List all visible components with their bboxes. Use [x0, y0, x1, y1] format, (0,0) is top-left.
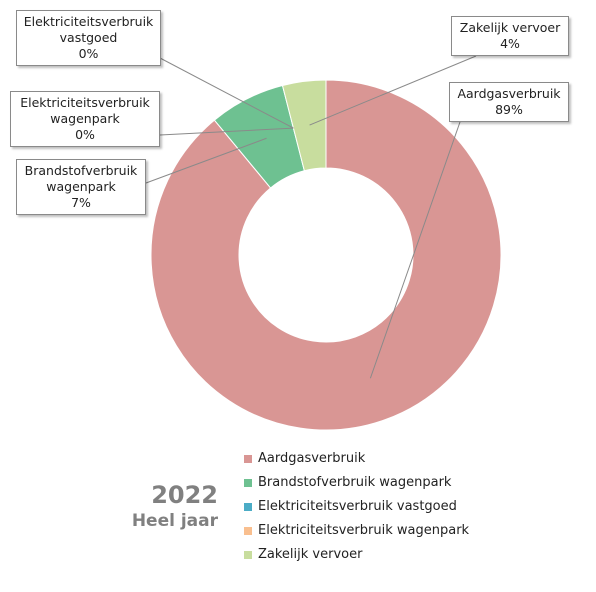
legend-swatch: [244, 479, 252, 487]
leader-line-zakelijk-vervoer: [309, 55, 477, 126]
callout-line: Elektriciteitsverbruik: [23, 14, 154, 29]
legend-label: Aardgasverbruik: [258, 451, 366, 466]
leader-line-elektriciteitsverbruik-wagenpark: [159, 127, 294, 136]
callout-line: wagenpark: [46, 179, 116, 194]
callout-line: Elektriciteitsverbruik: [20, 95, 150, 110]
callout-value: 89%: [495, 102, 523, 117]
legend-label: Elektriciteitsverbruik vastgoed: [258, 499, 457, 514]
donut-slices: [150, 79, 502, 431]
callout-aardgas: Aardgasverbruik 89%: [449, 82, 569, 122]
legend-label: Brandstofverbruik wagenpark: [258, 475, 452, 490]
legend-swatch: [244, 551, 252, 559]
callout-elektriciteit-wagenpark: Elektriciteitsverbruik wagenpark 0%: [10, 91, 160, 147]
legend-swatch: [244, 503, 252, 511]
callout-leader-lines: [145, 55, 477, 379]
callout-zakelijk-vervoer: Zakelijk vervoer 4%: [451, 16, 569, 56]
callout-line: Zakelijk vervoer: [459, 20, 561, 35]
callout-value: 0%: [75, 127, 95, 142]
callout-line: Brandstofverbruik: [24, 163, 138, 178]
callout-brandstof-wagenpark: Brandstofverbruik wagenpark 7%: [16, 159, 146, 215]
period-text: Heel jaar: [131, 511, 218, 531]
leader-line-elektriciteitsverbruik-vastgoed: [159, 57, 294, 129]
leader-line-brandstofverbruik-wagenpark: [145, 137, 267, 184]
callout-line: Aardgasverbruik: [457, 86, 561, 101]
leader-line-aardgasverbruik: [369, 121, 461, 379]
donut-slice-zakelijk-vervoer: [281, 79, 327, 172]
year-label: 2022: [151, 481, 218, 509]
callout-line: vastgoed: [59, 30, 118, 45]
callout-elektriciteit-vastgoed: Elektriciteitsverbruik vastgoed 0%: [16, 10, 161, 66]
callout-line: wagenpark: [50, 111, 120, 126]
legend-swatch: [244, 455, 252, 463]
callout-value: 4%: [500, 36, 520, 51]
donut-slice-aardgasverbruik: [150, 79, 502, 431]
legend-label: Zakelijk vervoer: [258, 547, 363, 562]
callout-value: 7%: [71, 195, 91, 210]
period-label: 2022 Heel jaar: [132, 480, 218, 532]
legend-label: Elektriciteitsverbruik wagenpark: [258, 523, 470, 538]
callout-value: 0%: [78, 46, 99, 61]
legend-swatch: [244, 527, 252, 535]
